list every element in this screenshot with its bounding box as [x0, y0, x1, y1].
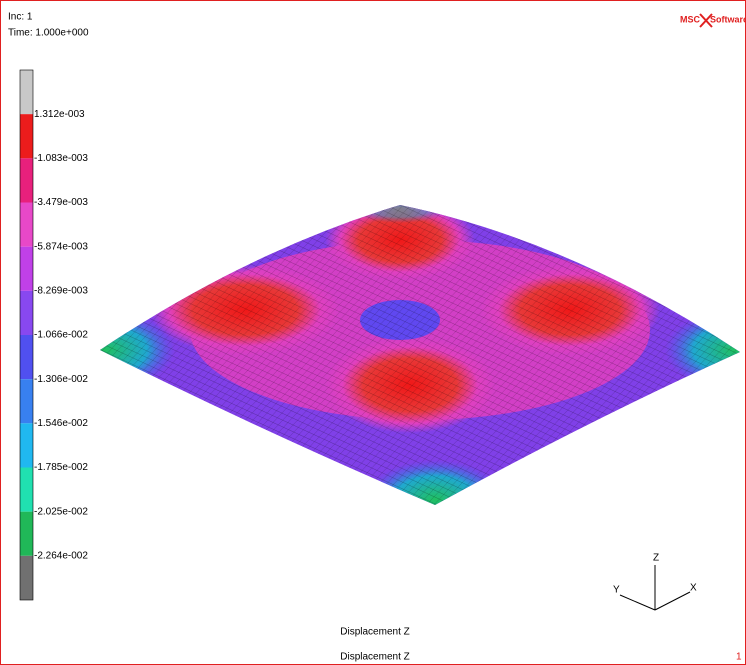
triad-y — [620, 595, 655, 610]
legend-label: 1.312e-003 — [34, 109, 85, 120]
footer-title: Displacement Z — [340, 652, 409, 663]
logo: MSC Software — [680, 14, 746, 27]
triad-z-label: Z — [653, 553, 659, 564]
surface-mesh — [90, 200, 746, 510]
legend-band — [20, 203, 33, 247]
triad — [620, 565, 690, 610]
legend-label: -2.264e-002 — [34, 550, 88, 561]
legend-label: -2.025e-002 — [34, 506, 88, 517]
surface — [35, 193, 746, 540]
viewport: Inc: 1 Time: 1.000e+000 MSC Software 1.3… — [0, 0, 746, 665]
triad-x-label: X — [690, 583, 697, 594]
time: Time: 1.000e+000 — [8, 28, 89, 39]
legend-band — [20, 468, 33, 512]
legend-band — [20, 335, 33, 379]
triad-x — [655, 592, 690, 610]
legend-band — [20, 423, 33, 467]
legend-label: -1.083e-003 — [34, 153, 88, 164]
legend-band — [20, 70, 33, 114]
legend-band — [20, 379, 33, 423]
caption: Displacement Z — [340, 627, 409, 638]
logo-product: Software — [710, 14, 746, 24]
legend-band — [20, 291, 33, 335]
legend-band — [20, 114, 33, 158]
legend: 1.312e-003 -1.083e-003 -3.479e-003 -5.874e-… — [20, 70, 88, 600]
legend-label: -5.874e-003 — [34, 241, 88, 252]
page-number: 1 — [736, 652, 742, 663]
triad-y-label: Y — [613, 585, 620, 596]
legend-label: -3.479e-003 — [34, 197, 88, 208]
legend-band — [20, 158, 33, 202]
legend-label: -8.269e-003 — [34, 285, 88, 296]
legend-label: -1.546e-002 — [34, 418, 88, 429]
legend-band — [20, 512, 33, 556]
legend-band — [20, 247, 33, 291]
increment: Inc: 1 — [8, 12, 33, 23]
legend-label: -1.785e-002 — [34, 462, 88, 473]
legend-band — [20, 556, 33, 600]
legend-label: -1.306e-002 — [34, 374, 88, 385]
legend-label: -1.066e-002 — [34, 330, 88, 341]
logo-brand: MSC — [680, 14, 701, 24]
